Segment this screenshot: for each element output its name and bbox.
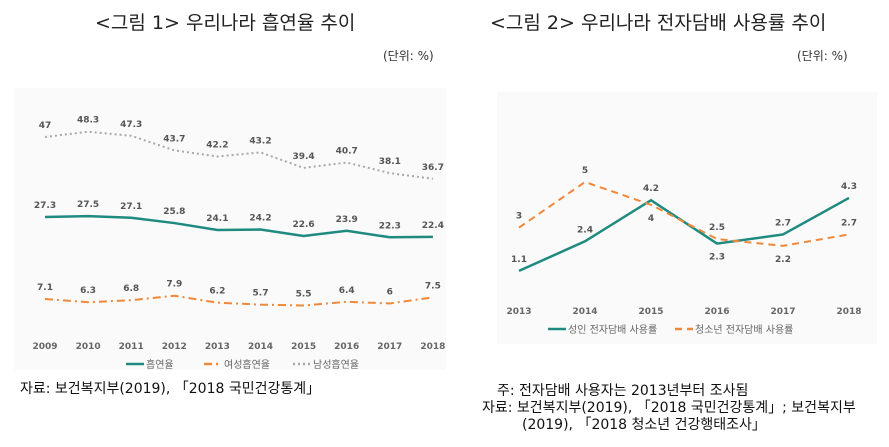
data-label: 27.3: [34, 201, 56, 211]
data-label: 47: [39, 121, 52, 131]
series-line-0: [44, 214, 433, 239]
data-label: 4.2: [643, 184, 659, 194]
legend-label: 남성흡연율: [313, 358, 359, 371]
data-label: 2.4: [577, 225, 593, 235]
data-label: 27.1: [120, 202, 142, 212]
series-line-2: [44, 130, 434, 180]
data-label: 23.9: [336, 215, 358, 225]
data-label: 7.9: [166, 280, 182, 290]
chart2-source-line1: 자료: 보건복지부(2019), 「2018 국민건강통계」; 보건복지부: [482, 400, 856, 416]
data-label: 2.7: [841, 218, 857, 228]
data-label: 6.2: [209, 287, 225, 297]
legend-label: 흡연율: [146, 358, 174, 371]
chart1-title: <그림 1> 우리나라 흡연율 추이: [95, 12, 356, 34]
data-label: 47.3: [120, 120, 142, 130]
data-label: 2.3: [709, 253, 725, 263]
data-label: 2.5: [709, 223, 725, 233]
series-line-1: [44, 294, 434, 307]
chart2-svg: 2013 2014 2015 2016 2017 2018 1.1 2.4 4.2 2.3 2.7 4…: [506, 166, 861, 336]
data-label: 36.7: [422, 163, 444, 173]
x-tick-label: 2015: [638, 307, 663, 317]
data-label: 22.3: [379, 221, 401, 231]
data-label: 5: [582, 166, 588, 176]
x-tick-label: 2016: [334, 342, 359, 352]
series-line-0: [518, 196, 850, 273]
chart2-title: <그림 2> 우리나라 전자담배 사용률 추이: [490, 12, 827, 34]
data-label: 6.8: [123, 284, 139, 294]
x-tick-label: 2018: [836, 307, 861, 317]
chart2-unit: (단위: %): [797, 49, 848, 63]
data-label: 38.1: [379, 157, 401, 167]
chart2-note: 주: 전자담배 사용자는 2013년부터 조사됨: [497, 383, 749, 399]
series-line-1: [518, 180, 850, 247]
x-tick-label: 2009: [32, 342, 57, 352]
legend-label: 성인 전자담배 사용률: [568, 324, 657, 336]
data-label: 39.4: [292, 152, 314, 162]
data-label: 6: [387, 287, 393, 297]
x-tick-label: 2012: [162, 342, 187, 352]
data-label: 25.8: [163, 207, 185, 217]
x-tick-label: 2015: [291, 342, 316, 352]
data-label: 40.7: [336, 147, 358, 157]
x-tick-label: 2013: [205, 342, 230, 352]
chart2-source-line2: (2019), 「2018 청소년 건강행태조사」: [522, 417, 766, 433]
x-tick-label: 2016: [704, 307, 729, 317]
data-label: 6.3: [80, 286, 96, 296]
data-label: 5.5: [296, 289, 312, 299]
data-label: 27.5: [77, 200, 99, 210]
x-tick-label: 2014: [572, 307, 597, 317]
data-label: 7.5: [425, 281, 441, 291]
chart1-svg: 2009 2010 2011 2012 2013 2014 2015 2016 2017 2018…: [32, 116, 445, 371]
x-tick-label: 2017: [770, 307, 795, 317]
data-label: 3: [516, 212, 522, 222]
data-label: 48.3: [77, 116, 99, 126]
x-tick-label: 2010: [76, 342, 101, 352]
data-label: 43.2: [249, 136, 271, 146]
legend-label: 여성흡연율: [224, 358, 270, 371]
data-label: 24.1: [206, 214, 228, 224]
chart1-source: 자료: 보건복지부(2019), 「2018 국민건강통계」: [20, 381, 321, 397]
chart1-unit: (단위: %): [383, 49, 434, 63]
x-tick-label: 2018: [420, 342, 445, 352]
data-label: 1.1: [511, 255, 527, 265]
legend-label: 청소년 전자담배 사용률: [695, 324, 793, 336]
data-label: 42.2: [206, 140, 228, 150]
data-label: 2.7: [775, 218, 791, 228]
data-label: 2.2: [775, 255, 791, 265]
x-tick-label: 2014: [248, 342, 273, 352]
data-label: 6.4: [339, 286, 355, 296]
x-tick-label: 2013: [506, 307, 531, 317]
x-tick-label: 2017: [377, 342, 402, 352]
data-label: 22.4: [422, 221, 444, 231]
data-label: 4: [648, 214, 654, 224]
data-label: 5.7: [253, 289, 269, 299]
x-tick-label: 2011: [119, 342, 144, 352]
data-label: 43.7: [163, 134, 185, 144]
data-label: 22.6: [292, 220, 314, 230]
data-label: 24.2: [249, 214, 271, 224]
data-label: 7.1: [37, 283, 53, 293]
data-label: 4.3: [841, 182, 857, 192]
